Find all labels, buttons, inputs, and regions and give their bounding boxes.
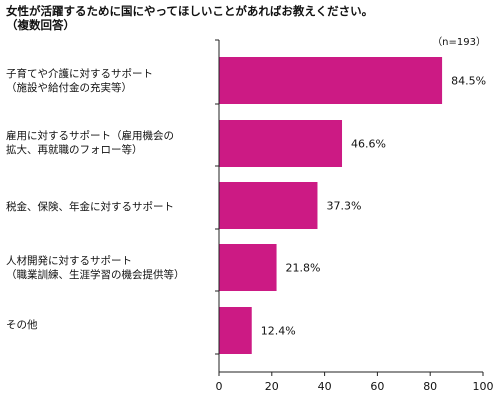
x-tick-label-60: 60 bbox=[370, 380, 384, 393]
value-label-5: 12.4% bbox=[261, 325, 296, 338]
value-label-4: 21.8% bbox=[286, 262, 321, 275]
category-label-3: 税金、保険、年金に対するサポート bbox=[6, 201, 174, 213]
value-label-3: 37.3% bbox=[326, 200, 361, 213]
x-tick-label-80: 80 bbox=[423, 380, 437, 393]
chart-title: 女性が活躍するために国にやってほしいことがあればお教えください。 （複数回答） bbox=[6, 4, 374, 32]
x-tick-label-0: 0 bbox=[216, 380, 223, 393]
category-label-5: その他 bbox=[6, 319, 38, 331]
x-tick-label-100: 100 bbox=[473, 380, 494, 393]
category-label-4: 人材開発に対するサポート （職業訓練、生涯学習の機会提供等） bbox=[6, 255, 185, 281]
bar-2 bbox=[219, 120, 343, 167]
category-label-1: 子育てや介護に対するサポート （施設や給付金の充実等） bbox=[6, 68, 153, 94]
x-tick-label-40: 40 bbox=[318, 380, 332, 393]
sample-size-note: （n=193） bbox=[432, 37, 486, 48]
value-label-2: 46.6% bbox=[351, 138, 386, 151]
x-tick-label-20: 20 bbox=[265, 380, 279, 393]
bar-5 bbox=[219, 307, 252, 354]
bar-3 bbox=[219, 182, 318, 229]
bar-1 bbox=[219, 57, 443, 104]
category-label-2: 雇用に対するサポート（雇用機会の 拡大、再就職のフォロー等） bbox=[6, 130, 174, 156]
bar-4 bbox=[219, 244, 277, 291]
value-label-1: 84.5% bbox=[451, 75, 486, 88]
